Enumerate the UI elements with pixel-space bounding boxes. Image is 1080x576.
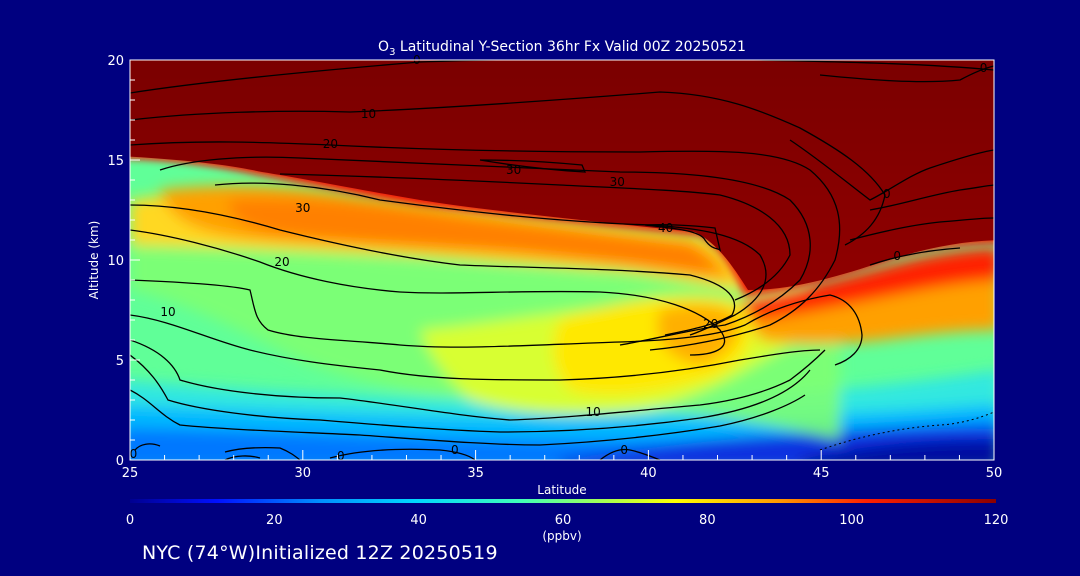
- contour-label: 10: [585, 405, 600, 419]
- colorbar-tick-label: 100: [839, 513, 864, 528]
- colorbar: [130, 499, 996, 503]
- contour-label: 10: [160, 305, 175, 319]
- contour-label: 40: [658, 221, 673, 235]
- contour-label: 20: [703, 317, 718, 331]
- colorbar-tick-label: 0: [126, 513, 134, 528]
- colorbar-tick-label: 120: [984, 513, 1009, 528]
- contour-label: 0: [337, 449, 345, 463]
- x-tick-label: 50: [986, 466, 1003, 481]
- y-tick-label: 0: [116, 454, 124, 469]
- contour-label: 30: [506, 163, 521, 177]
- y-axis-label: Altitude (km): [87, 221, 101, 300]
- y-tick-label: 15: [107, 154, 124, 169]
- x-tick-label: 30: [295, 466, 312, 481]
- footer-info: NYC (74°W)Initialized 12Z 20250519: [142, 542, 498, 564]
- y-tick-label: 20: [107, 54, 124, 69]
- contour-label: 0: [130, 447, 138, 461]
- colorbar-tick-label: 20: [266, 513, 283, 528]
- contour-label: 0: [451, 443, 459, 457]
- contour-label: 0: [883, 187, 891, 201]
- contour-label: 30: [610, 175, 625, 189]
- colorbar-tick-label: 80: [699, 513, 716, 528]
- contour-label: 0: [893, 249, 901, 263]
- x-axis-label: Latitude: [537, 483, 586, 497]
- x-tick-label: 25: [122, 466, 139, 481]
- chart-title: O3 Latitudinal Y-Section 36hr Fx Valid 0…: [378, 39, 746, 58]
- x-tick-label: 35: [467, 466, 484, 481]
- colorbar-ticks: 0 20 40 60 80 100 120: [126, 513, 1009, 528]
- y-tick-label: 10: [107, 254, 124, 269]
- y-tick-label: 5: [116, 354, 124, 369]
- x-tick-label: 45: [813, 466, 830, 481]
- x-tick-label: 40: [640, 466, 657, 481]
- dotted-contour: [819, 411, 994, 451]
- colorbar-unit: (ppbv): [542, 529, 581, 543]
- contour-label: 30: [295, 201, 310, 215]
- contour-lines: [130, 60, 994, 460]
- contour-label: 10: [361, 107, 376, 121]
- contour-label: 20: [274, 255, 289, 269]
- colorbar-tick-label: 40: [410, 513, 427, 528]
- colorbar-tick-label: 60: [555, 513, 572, 528]
- contour-label: 0: [980, 61, 988, 75]
- x-axis: 25 30 35 40 45 50: [122, 450, 1003, 481]
- y-axis: 0 5 10 15 20: [107, 54, 140, 469]
- contour-label: 0: [620, 443, 628, 457]
- contour-label: 20: [323, 137, 338, 151]
